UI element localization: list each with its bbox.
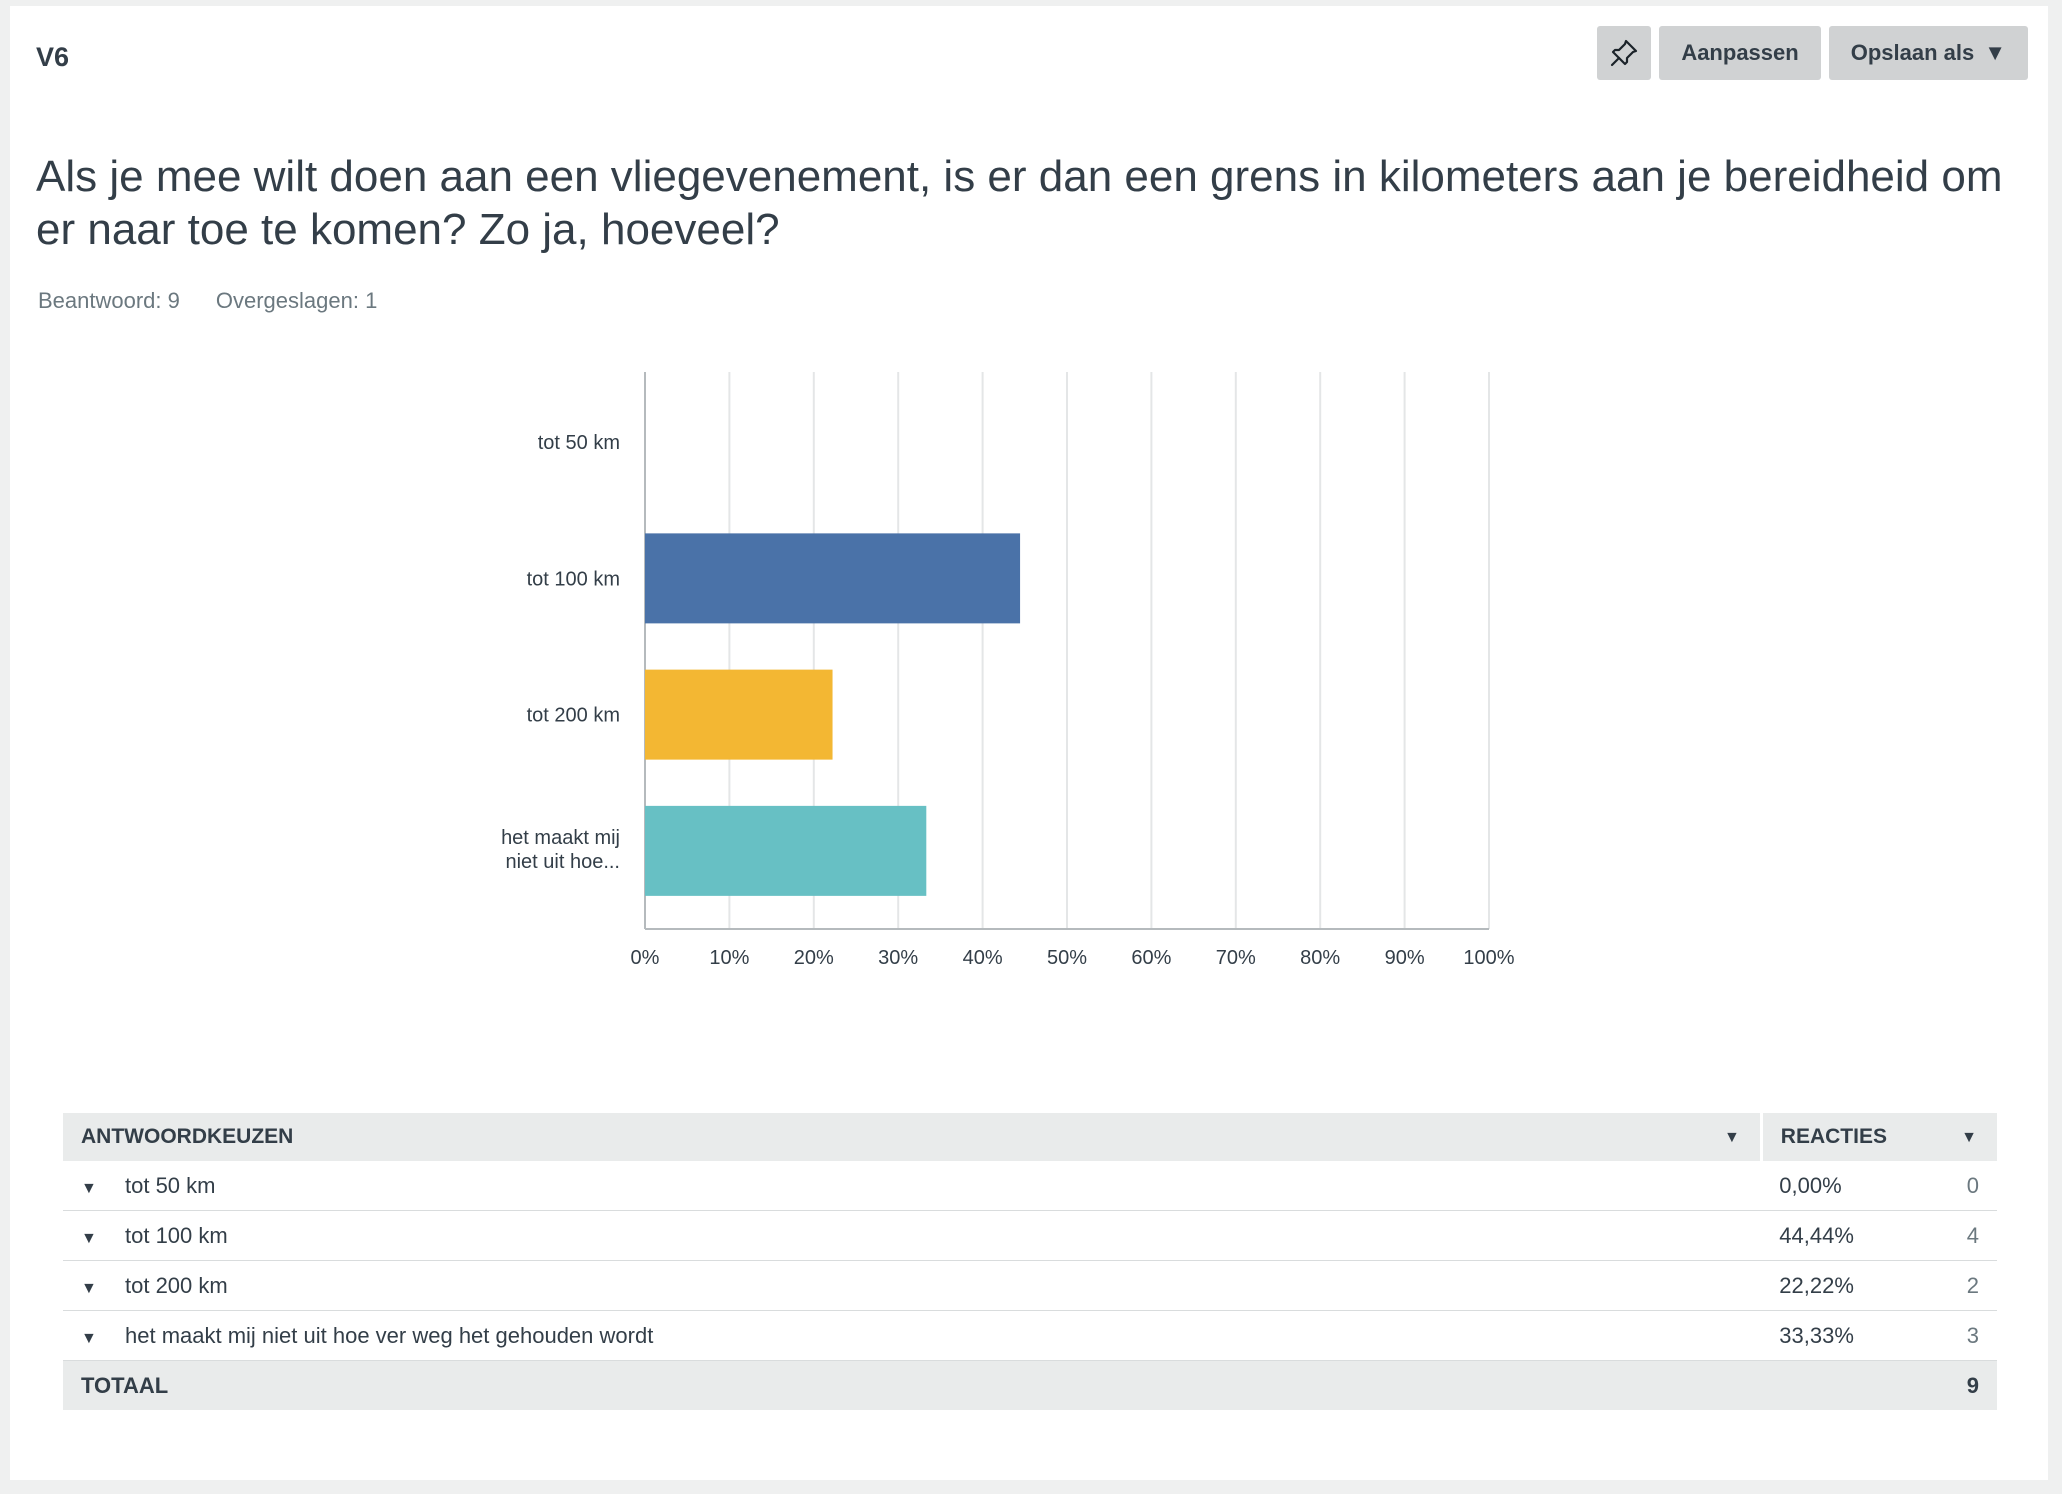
x-tick-label: 0% [631,947,660,969]
x-tick-label: 30% [878,947,918,969]
category-label: het maakt mij niet uit hoe... [501,827,620,873]
question-number: V6 [36,42,70,72]
row-percent: 44,44% [1761,1210,1881,1261]
row-count: 3 [1881,1310,1997,1361]
x-tick-label: 20% [794,947,834,969]
header-answer-choices[interactable]: ANTWOORDKEUZEN ▼ [63,1113,1763,1161]
x-tick-label: 40% [963,947,1003,969]
save-as-label: Opslaan als [1850,40,1975,65]
sort-down-icon: ▼ [1723,1129,1740,1146]
row-percent: 0,00% [1761,1161,1881,1211]
bar [645,533,1021,624]
customize-button[interactable]: Aanpassen [1659,26,1821,80]
header-responses[interactable]: REACTIES ▼ [1761,1113,1997,1161]
x-tick-label: 70% [1216,947,1256,969]
x-tick-label: 10% [709,947,749,969]
header-responses-label: REACTIES [1780,1125,1887,1148]
response-stats: Beantwoord: 9 Overgeslagen: 1 [38,288,377,314]
skipped-count: Overgeslagen: 1 [215,288,378,313]
row-count: 4 [1881,1210,1997,1261]
table-row: ▼ tot 50 km 0,00% 0 [63,1161,1997,1211]
category-label: tot 100 km [527,568,620,590]
expand-triangle-icon[interactable]: ▼ [81,1179,97,1197]
expand-triangle-icon[interactable]: ▼ [81,1329,97,1347]
pin-icon [1611,39,1638,67]
bar-chart: 0% 10% 20% 30% 40% 50% 60% 70% 80% 90% 100% tot 50 … [501,372,1515,969]
x-tick-label: 90% [1385,947,1425,969]
x-tick-label: 60% [1131,947,1171,969]
row-percent: 33,33% [1761,1310,1881,1361]
answered-count: Beantwoord: 9 [38,288,180,313]
sort-down-icon: ▼ [1961,1129,1977,1146]
expand-triangle-icon[interactable]: ▼ [81,1229,97,1247]
row-choice[interactable]: ▼ tot 50 km [63,1161,1762,1211]
question-card: V6 Aanpassen Opslaan als ▼ Als je mee wi… [10,6,2048,1480]
table-row: ▼ tot 200 km 22,22% 2 [63,1260,1997,1311]
total-count: 9 [1881,1360,1997,1410]
bar [645,669,833,760]
chevron-down-icon: ▼ [1984,40,2006,65]
bar [645,805,927,896]
row-choice[interactable]: ▼ tot 100 km [63,1210,1762,1261]
question-title: Als je mee wilt doen aan een vliegevenem… [36,152,2003,254]
table-row: ▼ het maakt mij niet uit hoe ver weg het … [63,1310,1997,1361]
category-label: tot 200 km [527,705,620,727]
row-choice[interactable]: ▼ het maakt mij niet uit hoe ver weg het … [63,1310,1762,1361]
x-tick-label: 80% [1300,947,1340,969]
total-label: TOTAAL [63,1360,1881,1410]
header-answer-choices-label: ANTWOORDKEUZEN [81,1125,294,1148]
row-choice-label: het maakt mij niet uit hoe ver weg het g… [125,1322,654,1348]
row-choice-label: tot 50 km [125,1172,216,1198]
save-as-button[interactable]: Opslaan als ▼ [1828,26,2028,80]
row-count: 0 [1881,1161,1997,1211]
row-choice-label: tot 200 km [125,1272,228,1298]
results-table: ANTWOORDKEUZEN ▼ REACTIES ▼ ▼ tot 50 km 0… [63,1113,1997,1410]
toolbar: Aanpassen Opslaan als ▼ [1597,26,2028,80]
pin-button[interactable] [1597,26,1652,80]
table-row: ▼ tot 100 km 44,44% 4 [63,1210,1997,1261]
row-choice-label: tot 100 km [125,1222,228,1248]
row-choice[interactable]: ▼ tot 200 km [63,1260,1762,1311]
x-tick-label: 50% [1047,947,1087,969]
expand-triangle-icon[interactable]: ▼ [81,1279,97,1297]
x-tick-label: 100% [1463,947,1514,969]
row-percent: 22,22% [1761,1260,1881,1311]
category-label: tot 50 km [538,432,620,454]
row-count: 2 [1881,1260,1997,1311]
table-total-row: TOTAAL 9 [63,1360,1997,1410]
